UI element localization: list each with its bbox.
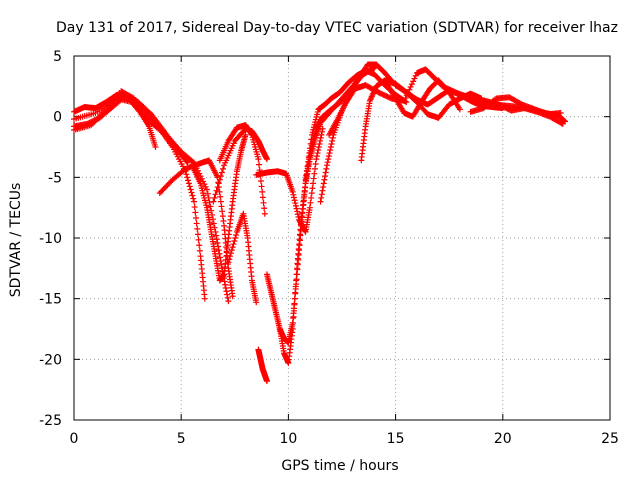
plus-markers <box>225 210 260 306</box>
y-tick-label: -5 <box>48 170 62 186</box>
series-arc-6 <box>188 131 249 284</box>
plus-markers <box>188 131 249 284</box>
y-tick-label: 5 <box>53 49 62 65</box>
x-tick-label: 10 <box>279 431 297 447</box>
y-tick-label: 0 <box>53 110 62 126</box>
series-arc-9 <box>225 210 260 306</box>
chart-title: Day 131 of 2017, Sidereal Day-to-day VTE… <box>56 20 618 36</box>
x-tick-label: 25 <box>601 431 619 447</box>
x-tick-label: 20 <box>494 431 512 447</box>
y-axis-label: SDTVAR / TECUs <box>8 183 24 298</box>
y-tick-label: -10 <box>39 231 62 247</box>
y-tick-label: -15 <box>39 292 62 308</box>
plus-markers <box>384 77 463 120</box>
series-arc-10 <box>255 346 270 385</box>
series-arc-20 <box>467 94 564 118</box>
series-arc-8 <box>216 122 268 217</box>
plus-markers <box>255 346 270 385</box>
grid-lines <box>74 56 610 420</box>
x-axis-label: GPS time / hours <box>281 458 398 474</box>
data-points <box>71 61 568 385</box>
x-tick-label: 15 <box>387 431 405 447</box>
axis-ticks: 0 5 10 15 20 25 -25 -20 -15 -10 -5 0 5 <box>39 49 619 447</box>
x-tick-label: 5 <box>177 431 186 447</box>
x-tick-label: 0 <box>70 431 79 447</box>
plus-markers <box>216 122 268 217</box>
series-arc-18 <box>384 77 463 120</box>
series-arc-13 <box>253 125 326 235</box>
plus-markers <box>253 125 326 235</box>
y-tick-label: -20 <box>39 352 62 368</box>
y-tick-label: -25 <box>39 413 62 429</box>
plus-markers <box>467 94 564 118</box>
